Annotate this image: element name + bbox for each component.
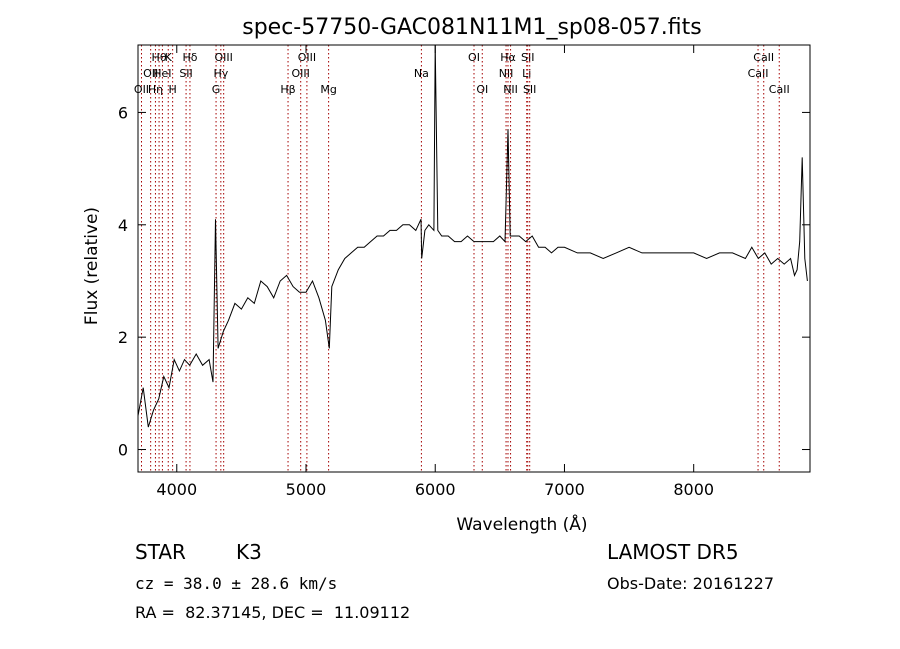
- x-tick-label: 4000: [156, 480, 197, 499]
- line-marker-label: Hγ: [213, 67, 228, 80]
- obs-date: Obs-Date: 20161227: [607, 574, 775, 593]
- line-marker-label: OIII: [298, 51, 316, 64]
- line-marker-label: H: [168, 83, 176, 96]
- y-axis-label: Flux (relative): [82, 207, 102, 325]
- x-tick-label: 6000: [415, 480, 456, 499]
- plot-frame: [137, 44, 811, 473]
- line-marker-label: CaII: [748, 67, 769, 80]
- redshift-cz: cz = 38.0 ± 28.6 km/s: [135, 574, 338, 593]
- plot-axes: 4000 5000 6000 7000 8000 0 2 4 6: [118, 44, 811, 499]
- line-marker-label: Hη: [148, 83, 163, 96]
- line-marker-label: NII: [503, 83, 518, 96]
- y-tick-label: 6: [118, 103, 128, 122]
- line-marker-label: OI: [476, 83, 488, 96]
- x-tick-label: 7000: [544, 480, 585, 499]
- line-marker-label: Hδ: [182, 51, 197, 64]
- line-marker-label: Li: [522, 67, 531, 80]
- spectral-line-markers: OIIOIIHηHθHeIKHSIIHδGHγOIIIHβOIIIOIIIMgN…: [134, 45, 790, 472]
- y-tick-label: 2: [118, 328, 128, 347]
- line-marker-label: Hα: [500, 51, 516, 64]
- line-marker-label: G: [212, 83, 221, 96]
- line-marker-label: OIII: [292, 67, 310, 80]
- x-axis-label: Wavelength (Å): [456, 513, 587, 535]
- line-marker-label: SII: [521, 51, 534, 64]
- line-marker-label: K: [165, 51, 173, 64]
- y-tick-label: 4: [118, 216, 128, 235]
- line-marker-label: SII: [179, 67, 192, 80]
- line-marker-label: Mg: [320, 83, 336, 96]
- line-marker-label: OIII: [214, 51, 232, 64]
- x-tick-label: 5000: [286, 480, 327, 499]
- object-class: STAR: [135, 540, 186, 564]
- spectrum-line: [137, 44, 808, 428]
- line-marker-label: CaII: [753, 51, 774, 64]
- line-marker-label: HeI: [153, 67, 171, 80]
- line-marker-label: Hθ: [152, 51, 167, 64]
- chart-title: spec-57750-GAC081N11M1_sp08-057.fits: [242, 15, 702, 40]
- line-marker-label: OI: [468, 51, 480, 64]
- coordinates: RA = 82.37145, DEC = 11.09112: [135, 603, 411, 622]
- line-marker-label: CaII: [769, 83, 790, 96]
- line-marker-label: Na: [414, 67, 429, 80]
- spectrum-series: [137, 44, 808, 428]
- survey-name: LAMOST DR5: [607, 540, 739, 564]
- line-marker-label: Hβ: [280, 83, 295, 96]
- y-tick-label: 0: [118, 441, 128, 460]
- object-subclass: K3: [236, 540, 262, 564]
- line-marker-label: OII: [143, 67, 158, 80]
- x-tick-label: 8000: [673, 480, 714, 499]
- line-marker-label: NII: [499, 67, 514, 80]
- line-marker-label: OII: [134, 83, 149, 96]
- line-marker-label: SII: [523, 83, 536, 96]
